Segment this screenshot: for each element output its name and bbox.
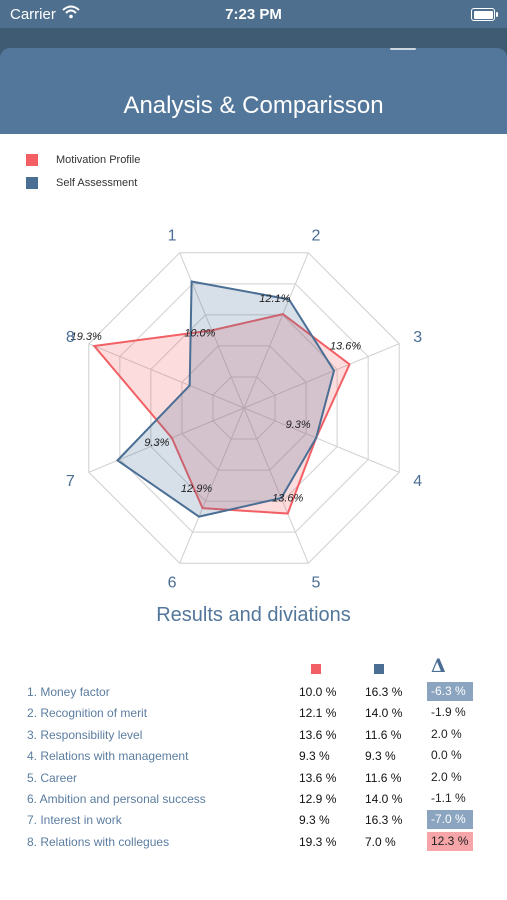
- carrier-label: Carrier: [10, 6, 56, 23]
- row-motivation-value: 13.6 %: [299, 727, 337, 742]
- row-label: 8. Relations with collegues: [27, 834, 170, 849]
- data-label: 12.9%: [181, 483, 212, 495]
- row-self-value: 11.6 %: [365, 770, 402, 785]
- row-self-value: 11.6 %: [365, 727, 402, 742]
- clock: 7:23 PM: [225, 6, 282, 23]
- row-motivation-value: 19.3 %: [299, 834, 337, 849]
- sheet-grabber[interactable]: [390, 48, 416, 50]
- row-motivation-value: 13.6 %: [299, 770, 337, 785]
- axis-label: 6: [168, 575, 177, 592]
- radar-chart: 10.0% 12.1% 13.6% 9.3% 13.6% 12.9% 9.3% 19.3% 1 2…: [66, 227, 422, 592]
- row-self-value: 7.0 %: [365, 834, 396, 849]
- table-row: 2. Recognition of merit 12.1 % 14.0 % -1.9 …: [0, 703, 507, 724]
- axis-label: 5: [311, 575, 320, 592]
- row-label: 3. Responsibility level: [27, 727, 143, 742]
- row-self-value: 14.0 %: [365, 792, 403, 806]
- row-delta-value: -1.1 %: [431, 791, 466, 805]
- row-self-value: 9.3 %: [365, 749, 396, 764]
- row-delta-value: -6.3 %: [427, 682, 473, 701]
- radar-spoke: [243, 252, 309, 409]
- page-title: Analysis & Comparisson: [123, 92, 384, 119]
- axis-label: 4: [413, 473, 422, 490]
- row-motivation-value: 12.1 %: [299, 706, 337, 721]
- legend-swatch-motivation: [26, 153, 38, 166]
- row-label: 7. Interest in work: [27, 813, 122, 828]
- data-label: 12.1%: [259, 293, 290, 305]
- row-delta-value: -1.9 %: [431, 705, 466, 720]
- row-delta-value: -7.0 %: [427, 810, 473, 830]
- radar-spoke: [243, 407, 309, 564]
- row-motivation-value: 9.3 %: [299, 813, 330, 828]
- table-row: 8. Relations with collegues 19.3 % 7.0 % 12…: [0, 831, 507, 853]
- column-header-delta: Δ: [431, 655, 446, 677]
- legend-item-self: Self Assessment: [26, 171, 140, 194]
- data-label: 13.6%: [330, 340, 361, 352]
- data-label: 10.0%: [184, 327, 215, 339]
- row-motivation-value: 9.3 %: [299, 749, 330, 764]
- row-label: 2. Recognition of merit: [27, 706, 148, 721]
- axis-label: 2: [311, 227, 320, 244]
- column-header-self: [374, 664, 384, 674]
- battery-icon: [471, 8, 498, 21]
- radar-spoke: [88, 407, 245, 473]
- table-row: 6. Ambition and personal success 12.9 % 14…: [0, 789, 507, 810]
- row-delta-value: 2.0 %: [431, 726, 462, 741]
- series-self-area: [115, 280, 336, 518]
- row-delta-value: 0.0 %: [431, 748, 462, 763]
- row-motivation-value: 10.0 %: [299, 685, 337, 699]
- legend-label-self: Self Assessment: [56, 176, 138, 189]
- chart-legend: Motivation Profile Self Assessment: [26, 148, 140, 194]
- axis-label: 3: [413, 329, 422, 346]
- radar-grid-ring: [88, 252, 400, 564]
- row-motivation-value: 12.9 %: [299, 792, 337, 806]
- radar-spoke: [179, 407, 245, 564]
- row-delta-value: 2.0 %: [431, 769, 462, 784]
- row-label: 6. Ambition and personal success: [27, 792, 206, 806]
- series-motivation-area: [92, 313, 351, 515]
- wifi-icon: [62, 5, 80, 19]
- table-row: 1. Money factor 10.0 % 16.3 % -6.3 %: [0, 682, 507, 703]
- table-row: 5. Career 13.6 % 11.6 % 2.0 %: [0, 768, 507, 789]
- table-row: 3. Responsibility level 13.6 % 11.6 % 2.0 %: [0, 725, 507, 746]
- table-row: 4. Relations with management 9.3 % 9.3 % 0.…: [0, 746, 507, 767]
- axis-label: 8: [66, 329, 75, 346]
- radar-spoke: [243, 407, 400, 473]
- legend-item-motivation: Motivation Profile: [26, 148, 140, 171]
- data-label: 13.6%: [272, 493, 303, 505]
- table-row: 7. Interest in work 9.3 % 16.3 % -7.0 %: [0, 810, 507, 831]
- data-label: 9.3%: [144, 437, 169, 449]
- row-self-value: 14.0 %: [365, 706, 403, 721]
- axis-label: 1: [168, 227, 177, 244]
- data-label: 9.3%: [286, 419, 311, 431]
- radar-spoke: [243, 343, 400, 409]
- row-label: 1. Money factor: [27, 685, 110, 699]
- legend-label-motivation: Motivation Profile: [56, 153, 141, 166]
- radar-spoke: [88, 343, 245, 409]
- row-self-value: 16.3 %: [365, 685, 403, 699]
- column-header-motivation: [311, 664, 321, 674]
- row-delta-value: 12.3 %: [427, 831, 473, 851]
- results-title: Results and diviations: [156, 604, 351, 626]
- row-label: 5. Career: [27, 770, 78, 785]
- axis-label: 7: [66, 473, 75, 490]
- row-label: 4. Relations with management: [27, 749, 189, 764]
- data-label: 19.3%: [71, 331, 102, 343]
- row-self-value: 16.3 %: [365, 813, 403, 828]
- legend-swatch-self: [26, 176, 38, 189]
- sheet-header: Analysis & Comparisson: [0, 48, 507, 134]
